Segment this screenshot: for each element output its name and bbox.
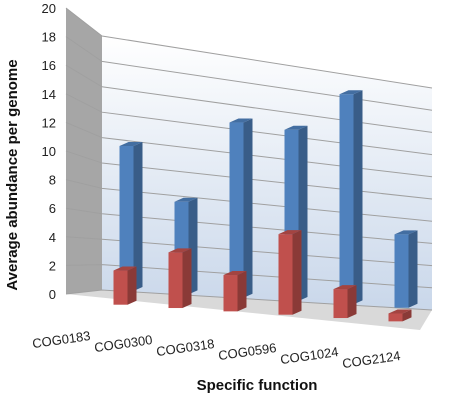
bar-top xyxy=(339,90,363,95)
x-axis-title: Specific function xyxy=(197,377,318,394)
bar-top xyxy=(113,266,137,271)
x-category-label: COG0183 xyxy=(31,328,91,351)
bar-side xyxy=(292,230,302,315)
bar-front xyxy=(113,270,128,305)
bar-COG2124-series-0 xyxy=(394,230,418,308)
bar-COG2124-series-1 xyxy=(388,309,412,322)
bar-top xyxy=(174,197,198,202)
bar-side xyxy=(243,118,253,298)
bar-side xyxy=(408,230,418,308)
bar-side xyxy=(133,141,143,292)
gridline xyxy=(65,236,433,267)
bar-front xyxy=(168,252,183,309)
y-tick-label: 16 xyxy=(42,58,56,73)
bar-side xyxy=(353,90,363,305)
bar-top xyxy=(119,141,143,146)
gridline xyxy=(65,264,433,289)
bar-top xyxy=(388,309,412,314)
bar-top xyxy=(223,271,247,276)
x-category-label: COG0318 xyxy=(155,336,215,359)
x-axis-categories: COG0183 COG0300 COG0318 COG0596 COG1024 COG21… xyxy=(31,328,401,371)
bar-COG0300-series-1 xyxy=(168,248,192,309)
bar-front xyxy=(119,145,134,292)
y-tick-label: 12 xyxy=(42,115,56,130)
y-tick-label: 2 xyxy=(49,258,56,273)
x-category-label: COG0300 xyxy=(93,332,153,355)
y-tick-label: 4 xyxy=(49,230,56,245)
gridline xyxy=(65,121,433,178)
gridline xyxy=(65,7,433,89)
bar-front xyxy=(333,289,348,319)
bar-COG0183-series-1 xyxy=(113,266,137,305)
y-tick-label: 20 xyxy=(42,1,56,16)
gridline xyxy=(65,36,433,111)
y-tick-label: 18 xyxy=(42,30,56,45)
bar-COG0596-series-1 xyxy=(278,230,302,315)
bar-front xyxy=(223,275,238,312)
bar-COG1024-series-1 xyxy=(333,285,357,319)
gridlines xyxy=(65,7,433,311)
bars xyxy=(113,90,418,322)
bar-side xyxy=(182,248,192,309)
y-axis-title: Average abundance per genome xyxy=(4,59,21,290)
y-tick-label: 14 xyxy=(42,87,56,102)
bar-front xyxy=(394,234,409,308)
bar-side xyxy=(237,271,247,312)
bar-top xyxy=(284,125,308,130)
bar-top xyxy=(229,118,253,123)
bar-top xyxy=(333,285,357,290)
gridline xyxy=(65,93,433,156)
y-tick-label: 0 xyxy=(49,287,56,302)
bar-side xyxy=(402,309,412,322)
bar-COG1024-series-0 xyxy=(339,90,363,305)
bar-top xyxy=(278,230,302,235)
bar-top xyxy=(394,230,418,235)
y-tick-label: 8 xyxy=(49,173,56,188)
bar-side xyxy=(347,285,357,319)
bar-COG0183-series-0 xyxy=(119,141,143,292)
gridline xyxy=(65,64,433,133)
gridline xyxy=(65,207,433,244)
bar-front xyxy=(388,313,403,322)
bar-front xyxy=(278,234,293,315)
bar-top xyxy=(168,248,192,253)
floor xyxy=(66,290,432,330)
bar-front xyxy=(229,122,244,298)
y-tick-label: 6 xyxy=(49,201,56,216)
bar-COG0318-series-1 xyxy=(223,271,247,312)
back-wall xyxy=(102,36,432,310)
side-wall xyxy=(66,8,102,294)
bar-side xyxy=(127,266,137,305)
x-category-label: COG0596 xyxy=(217,340,277,363)
x-category-label: COG2124 xyxy=(341,348,401,371)
gridline xyxy=(65,289,433,311)
gridline xyxy=(65,179,433,222)
y-axis-ticks: 0 2 4 6 8 10 12 14 16 18 20 xyxy=(42,1,56,302)
bar-COG0318-series-0 xyxy=(229,118,253,298)
gridline xyxy=(65,150,433,200)
bar-front xyxy=(339,94,354,305)
y-tick-label: 10 xyxy=(42,144,56,159)
x-category-label: COG1024 xyxy=(279,344,339,367)
